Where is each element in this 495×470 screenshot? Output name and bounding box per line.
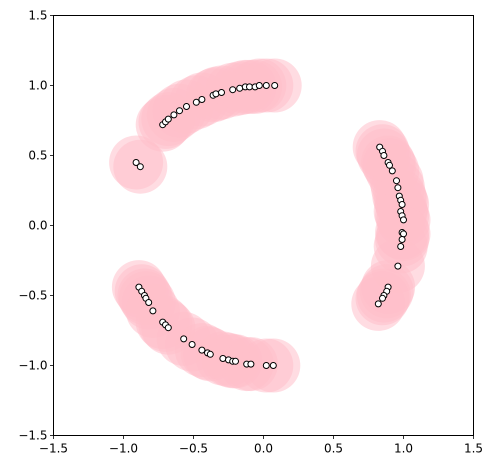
data-point	[271, 82, 279, 89]
data-point	[269, 362, 277, 369]
point-markers	[132, 82, 407, 369]
y-tick-label: −1.5	[18, 429, 47, 443]
y-tick-label: −0.5	[18, 289, 47, 303]
x-tick-label: 1.5	[464, 442, 483, 456]
x-tick-label: 0.0	[254, 442, 273, 456]
data-point	[386, 161, 393, 169]
data-point	[393, 177, 400, 185]
data-point	[229, 86, 237, 94]
x-tick-label: −1.0	[109, 442, 138, 456]
x-tick-label: 0.5	[324, 442, 343, 456]
data-point	[400, 216, 407, 224]
data-point	[394, 184, 402, 192]
data-point	[388, 167, 396, 175]
data-point	[400, 230, 407, 238]
data-point	[379, 294, 386, 302]
y-tick-label: −1.0	[18, 359, 47, 373]
x-tick-label: −0.5	[179, 442, 208, 456]
data-point	[132, 159, 140, 166]
data-point	[149, 307, 157, 315]
data-point	[262, 82, 270, 89]
data-point	[145, 299, 153, 306]
x-tick-label: 1.0	[394, 442, 413, 456]
data-point	[397, 243, 405, 250]
data-point	[218, 89, 225, 96]
y-tick-label: 0.0	[28, 219, 47, 233]
data-point	[219, 355, 227, 362]
data-point	[394, 262, 402, 270]
y-axis: −1.5 −1.0 −0.5 0.0 0.5 1.0 1.5	[18, 9, 54, 443]
data-point	[232, 357, 239, 365]
y-tick-label: 1.5	[28, 9, 47, 23]
x-tick-label: −1.5	[39, 442, 68, 456]
data-point	[206, 350, 214, 358]
x-axis: −1.5 −1.0 −0.5 0.0 0.5 1.0 1.5	[39, 435, 483, 456]
y-tick-label: 1.0	[28, 79, 47, 93]
data-point	[183, 103, 190, 110]
data-point	[180, 335, 188, 343]
data-point	[374, 300, 382, 308]
data-point	[247, 360, 255, 368]
data-point	[398, 201, 406, 208]
data-point	[164, 115, 172, 123]
data-point	[188, 341, 196, 348]
data-point	[212, 90, 220, 98]
data-point	[255, 82, 263, 89]
y-tick-label: 0.5	[28, 149, 47, 163]
data-point	[136, 163, 144, 171]
data-point	[176, 107, 183, 115]
data-point	[192, 98, 200, 106]
data-point	[170, 111, 178, 119]
data-point	[164, 324, 172, 332]
data-point	[198, 346, 206, 354]
data-point	[198, 96, 206, 103]
data-point	[398, 236, 406, 243]
data-point	[262, 362, 270, 369]
data-point	[380, 152, 388, 159]
data-point	[236, 84, 244, 92]
